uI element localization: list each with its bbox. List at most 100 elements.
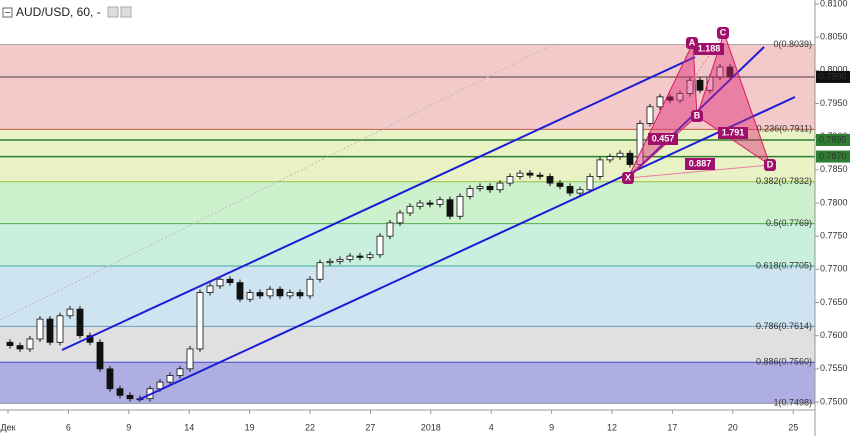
y-tick-label: 0.7500 bbox=[820, 396, 848, 406]
candle bbox=[56, 315, 64, 343]
pattern-bcd bbox=[696, 31, 771, 167]
candle bbox=[46, 318, 54, 343]
candle bbox=[286, 292, 294, 297]
candle bbox=[646, 106, 654, 124]
candle bbox=[356, 255, 364, 258]
point: B bbox=[691, 110, 703, 122]
fib-label: 0.5(0.7769) bbox=[766, 218, 812, 228]
point-bg bbox=[686, 37, 698, 49]
candle bbox=[36, 318, 44, 340]
candle bbox=[446, 199, 454, 217]
candle bbox=[76, 308, 84, 337]
channel-upper bbox=[61, 56, 696, 351]
candle bbox=[106, 368, 114, 390]
ratio: 1.791 bbox=[722, 127, 745, 137]
candle bbox=[276, 288, 284, 297]
y-tick-label: 0.7800 bbox=[820, 197, 848, 207]
fib-band bbox=[0, 326, 815, 363]
price-label: 0.7990 bbox=[819, 71, 847, 81]
candle bbox=[456, 195, 464, 217]
pattern-xd bbox=[627, 164, 771, 179]
candle bbox=[696, 79, 704, 91]
fib-label: 0.382(0.7832) bbox=[756, 176, 812, 186]
collapse-icon[interactable] bbox=[2, 7, 13, 18]
price-label: 0.7895 bbox=[819, 134, 847, 144]
candle bbox=[176, 368, 184, 376]
point: C bbox=[717, 27, 729, 39]
candle bbox=[596, 159, 604, 177]
header: AUD/USD, 60, - bbox=[2, 5, 132, 19]
candle bbox=[416, 202, 424, 207]
y-tick-label: 0.7950 bbox=[820, 98, 848, 108]
fib-label: 0.618(0.7705) bbox=[756, 260, 812, 270]
fib-band bbox=[0, 181, 815, 224]
candle bbox=[566, 186, 574, 194]
candle bbox=[686, 79, 694, 94]
price-label-bg bbox=[816, 70, 850, 83]
y-tick-label: 0.7650 bbox=[820, 297, 848, 307]
candle bbox=[366, 254, 374, 258]
x-tick-label: 6 bbox=[66, 422, 71, 432]
x-tick-label: 9 bbox=[549, 422, 554, 432]
candle bbox=[436, 199, 444, 205]
candle bbox=[636, 123, 644, 165]
fib-band bbox=[0, 129, 815, 182]
price-label-bg bbox=[816, 150, 850, 163]
ratio: 1.188 bbox=[698, 43, 721, 53]
candle bbox=[616, 152, 624, 157]
candle bbox=[626, 152, 634, 165]
close-icon[interactable] bbox=[120, 6, 132, 18]
x-tick-label: 25 bbox=[788, 422, 798, 432]
ratio-bg bbox=[648, 133, 678, 145]
candle bbox=[166, 375, 174, 383]
ratio-box: 1.188 bbox=[694, 43, 724, 55]
y-tick-label: 0.7700 bbox=[820, 264, 848, 274]
candle bbox=[196, 292, 204, 350]
candle bbox=[16, 345, 24, 350]
point-label: C bbox=[720, 27, 727, 37]
ratio-bg bbox=[685, 158, 715, 170]
x-tick-label: 27 bbox=[365, 422, 375, 432]
candle bbox=[386, 222, 394, 237]
candle bbox=[486, 186, 494, 191]
candle bbox=[6, 341, 14, 347]
point: X bbox=[622, 172, 634, 184]
candle bbox=[516, 172, 524, 177]
fib-label: 0(0.8039) bbox=[773, 39, 812, 49]
candle bbox=[426, 202, 434, 205]
candle bbox=[546, 176, 554, 184]
candle bbox=[226, 278, 234, 283]
fib-band bbox=[0, 362, 815, 404]
x-tick-label: 14 bbox=[184, 422, 194, 432]
candle bbox=[216, 278, 224, 287]
candle bbox=[656, 96, 664, 108]
candle bbox=[336, 258, 344, 262]
point-bg bbox=[764, 159, 776, 171]
fib-band bbox=[0, 44, 815, 130]
x-tick-label: Дек bbox=[0, 422, 15, 432]
x-tick-label: 2018 bbox=[421, 422, 441, 432]
ratio-box: 1.791 bbox=[718, 127, 748, 139]
settings-icon[interactable] bbox=[107, 6, 119, 18]
candle bbox=[206, 285, 214, 293]
point-label: D bbox=[767, 159, 774, 169]
x-tick-label: 19 bbox=[245, 422, 255, 432]
x-tick-label: 4 bbox=[489, 422, 494, 432]
y-tick-label: 0.7550 bbox=[820, 363, 848, 373]
candle bbox=[586, 176, 594, 191]
ratio-bg bbox=[718, 127, 748, 139]
y-tick-label: 0.7850 bbox=[820, 164, 848, 174]
fib-label: 0.786(0.7614) bbox=[756, 321, 812, 331]
y-tick-label: 0.8100 bbox=[820, 0, 848, 8]
candle bbox=[66, 308, 74, 317]
candle bbox=[466, 188, 474, 197]
candle bbox=[26, 338, 34, 350]
pattern-xab bbox=[627, 42, 698, 179]
candle bbox=[506, 176, 514, 184]
candle bbox=[536, 174, 544, 177]
fib-label: 1(0.7498) bbox=[773, 398, 812, 408]
candle bbox=[396, 212, 404, 224]
ratio-box: 0.457 bbox=[648, 133, 678, 145]
point-label: X bbox=[625, 172, 631, 182]
